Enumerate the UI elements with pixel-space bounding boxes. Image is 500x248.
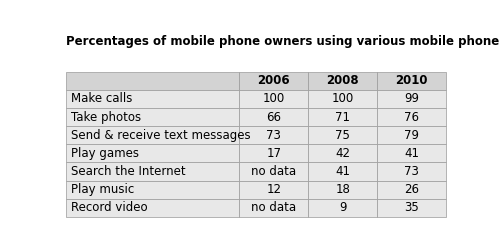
Text: Play games: Play games (71, 147, 139, 160)
Bar (308, 72, 378, 90)
Bar (239, 72, 308, 90)
Bar (66, 108, 239, 126)
Bar (308, 144, 378, 162)
Bar (308, 181, 378, 199)
Text: no data: no data (251, 201, 296, 214)
Bar (66, 126, 239, 144)
Text: no data: no data (251, 165, 296, 178)
Text: 12: 12 (266, 183, 281, 196)
Text: 100: 100 (262, 93, 285, 105)
Bar (308, 126, 378, 144)
Bar (66, 72, 239, 90)
Bar (239, 108, 308, 126)
Text: 17: 17 (266, 147, 281, 160)
Bar (378, 162, 446, 181)
Text: 100: 100 (332, 93, 354, 105)
Bar (66, 199, 239, 217)
Bar (378, 144, 446, 162)
Bar (239, 199, 308, 217)
Text: 79: 79 (404, 129, 419, 142)
Text: Send & receive text messages: Send & receive text messages (71, 129, 250, 142)
Text: 75: 75 (336, 129, 350, 142)
Bar (66, 181, 239, 199)
Bar (308, 108, 378, 126)
Bar (66, 90, 239, 108)
Text: Make calls: Make calls (71, 93, 132, 105)
Text: 73: 73 (266, 129, 281, 142)
Bar (378, 181, 446, 199)
Text: Play music: Play music (71, 183, 134, 196)
Text: 41: 41 (336, 165, 350, 178)
Bar (239, 144, 308, 162)
Text: 18: 18 (336, 183, 350, 196)
Text: Record video: Record video (71, 201, 148, 214)
Bar (378, 90, 446, 108)
Bar (66, 162, 239, 181)
Text: 76: 76 (404, 111, 419, 124)
Text: Take photos: Take photos (71, 111, 141, 124)
Text: Search the Internet: Search the Internet (71, 165, 186, 178)
Text: 35: 35 (404, 201, 419, 214)
Text: 9: 9 (339, 201, 346, 214)
Bar (378, 199, 446, 217)
Text: 71: 71 (336, 111, 350, 124)
Bar (239, 90, 308, 108)
Text: 66: 66 (266, 111, 281, 124)
Bar (308, 199, 378, 217)
Text: 2010: 2010 (396, 74, 428, 87)
Bar (378, 108, 446, 126)
Text: 73: 73 (404, 165, 419, 178)
Text: Percentages of mobile phone owners using various mobile phone features: Percentages of mobile phone owners using… (66, 35, 500, 49)
Bar (378, 72, 446, 90)
Text: 26: 26 (404, 183, 419, 196)
Bar (239, 162, 308, 181)
Text: 99: 99 (404, 93, 419, 105)
Bar (66, 144, 239, 162)
Bar (308, 162, 378, 181)
Bar (239, 126, 308, 144)
Bar (308, 90, 378, 108)
Text: 41: 41 (404, 147, 419, 160)
Bar (239, 181, 308, 199)
Text: 2006: 2006 (258, 74, 290, 87)
Bar (378, 126, 446, 144)
Text: 2008: 2008 (326, 74, 359, 87)
Text: 42: 42 (336, 147, 350, 160)
